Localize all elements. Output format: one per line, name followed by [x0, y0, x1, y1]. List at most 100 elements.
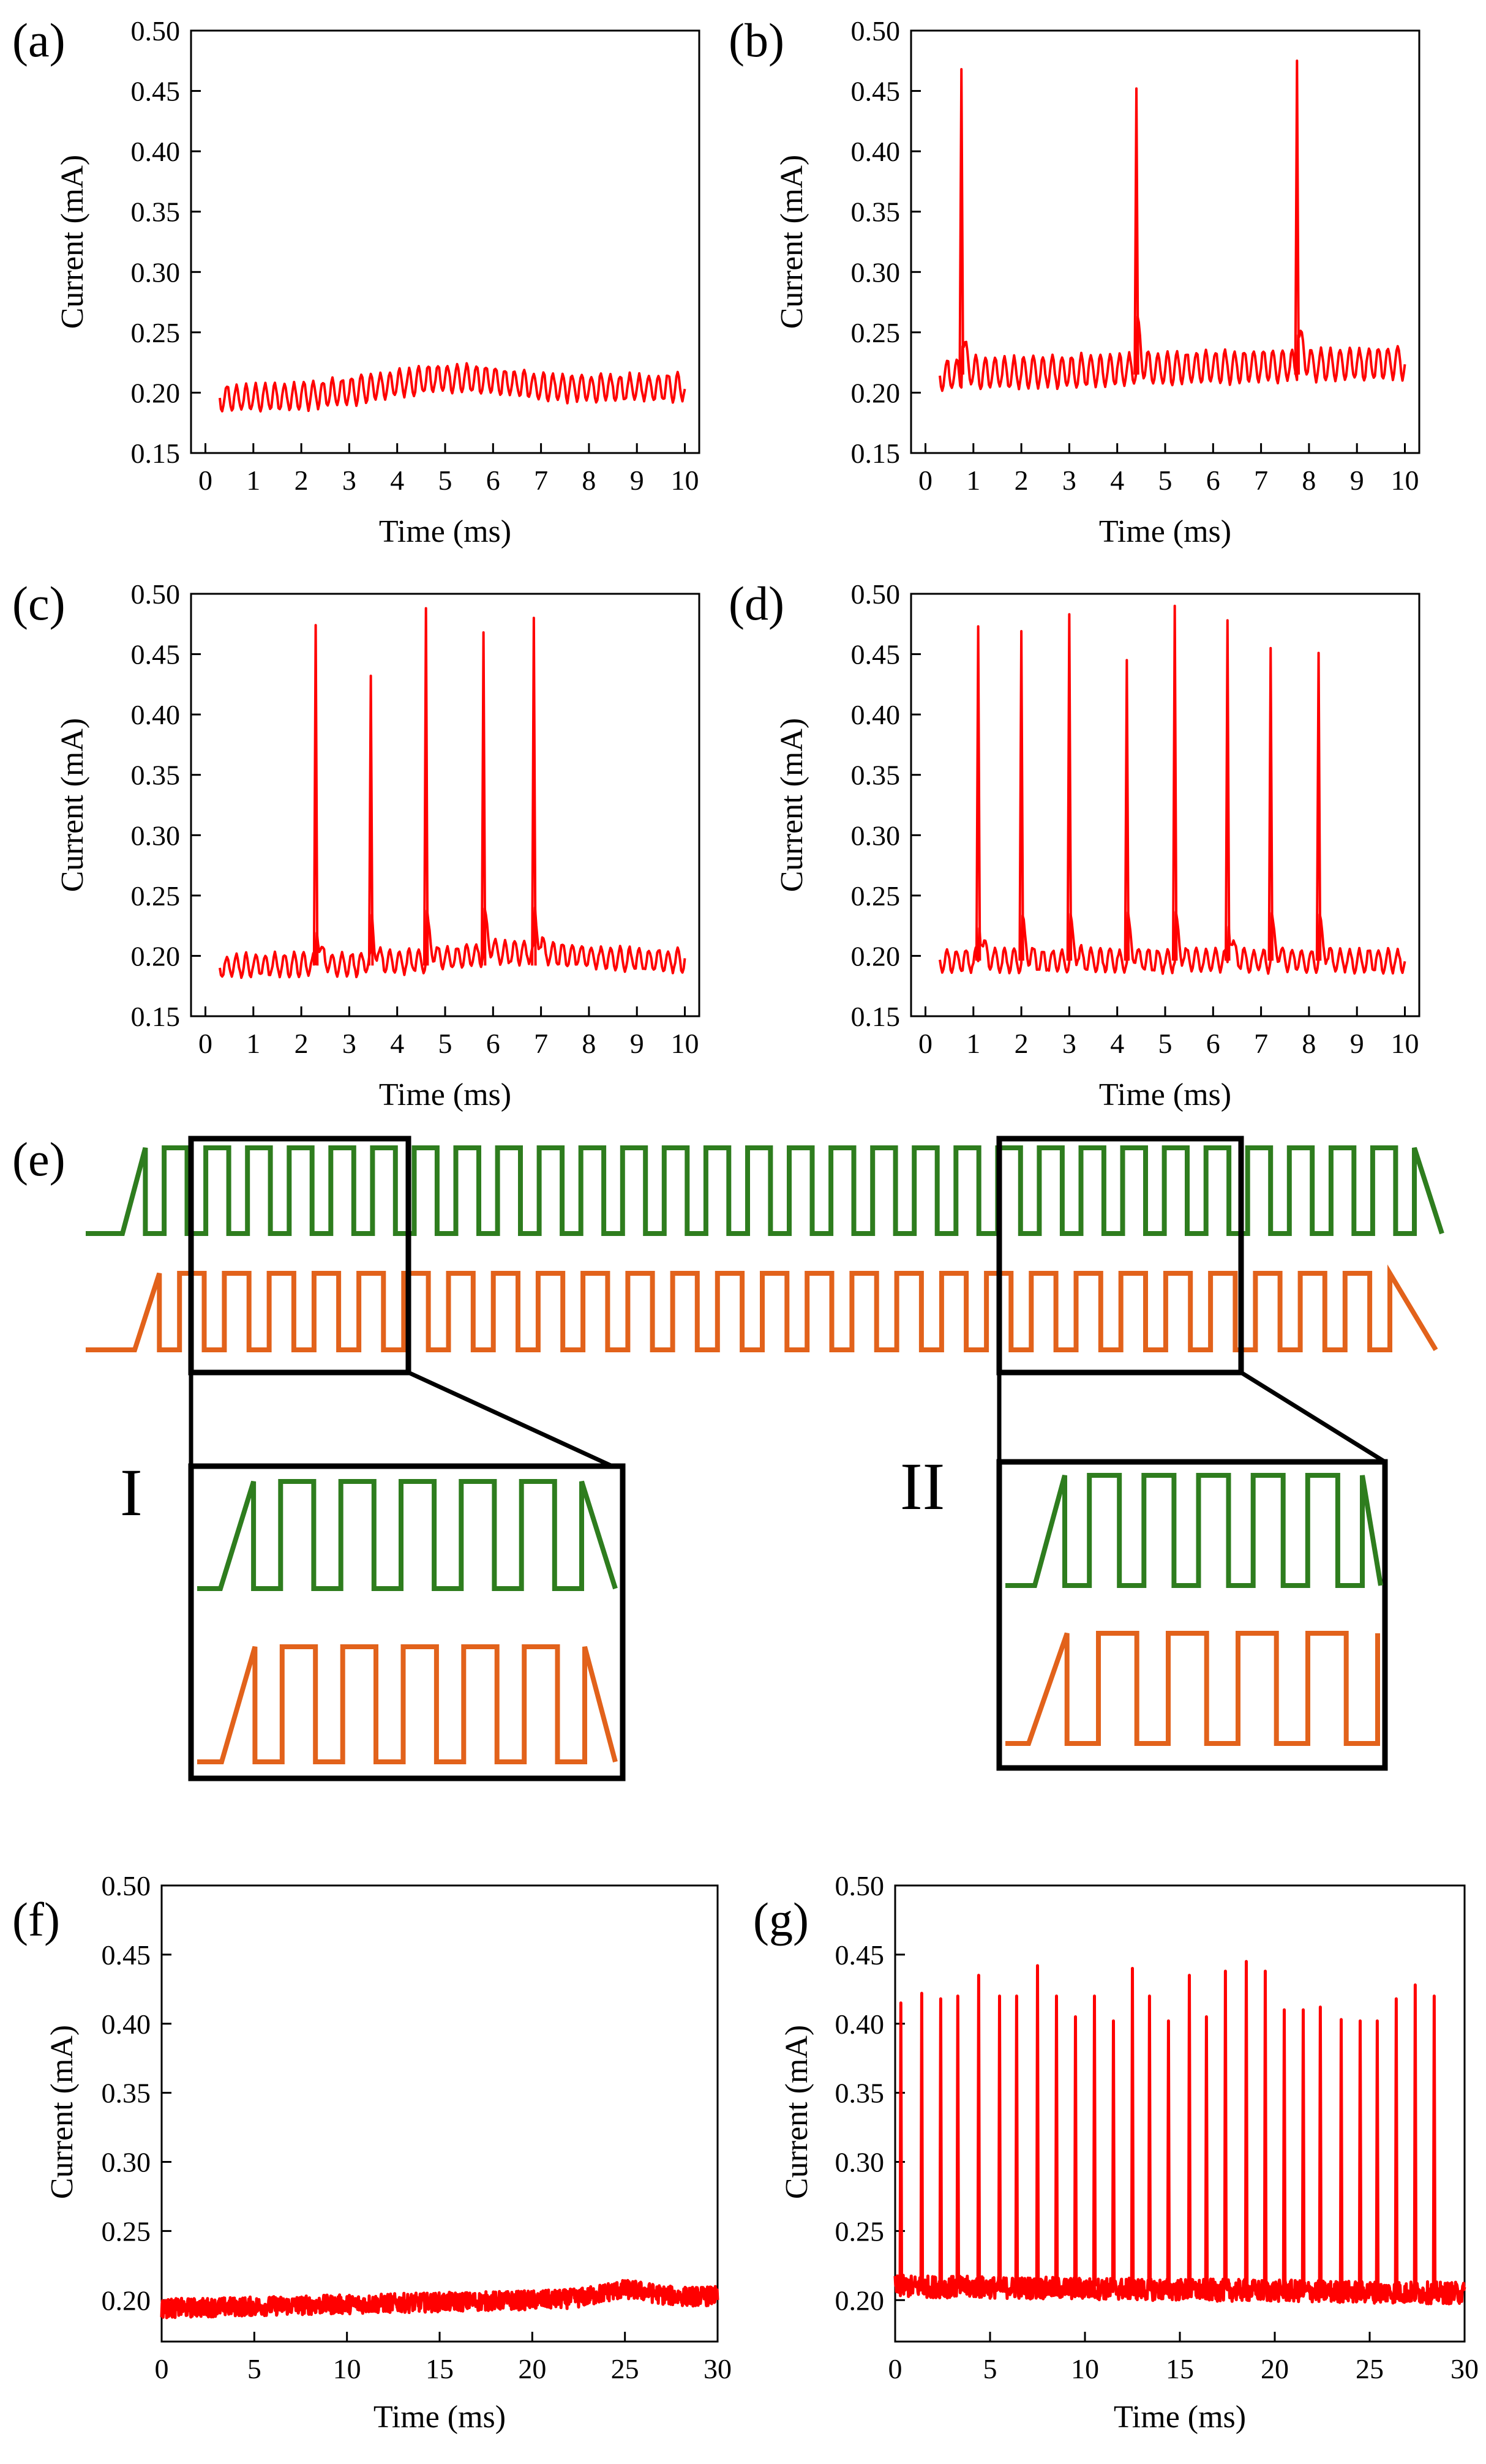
y-tick-label: 0.40: [131, 136, 181, 167]
trace-baseline: [219, 362, 686, 413]
y-tick-label: 0.20: [131, 377, 181, 408]
spike: [1413, 1983, 1418, 2286]
spike: [1204, 2015, 1209, 2286]
x-tick-label: 2: [295, 465, 309, 496]
x-tick-label: 20: [1261, 2353, 1289, 2384]
y-tick-label: 0.20: [131, 940, 181, 972]
spike: [997, 1994, 1002, 2286]
plot-area-c: 0 1 2 3 4 5 6 7 8 9 10 0.15 0.20 0.25 0.30 0.35 0.40 0.45…: [131, 579, 700, 1059]
x-tick-label: 7: [1254, 1028, 1268, 1059]
spike: [312, 624, 319, 966]
y-tick-label: 0.30: [102, 2147, 151, 2178]
trace-baseline: [893, 2274, 1466, 2305]
y-tick-label: 0.15: [851, 438, 901, 469]
x-tick-label: 1: [966, 1028, 980, 1059]
x-tick-label: 10: [1071, 2353, 1099, 2384]
y-tick-label: 0.50: [131, 579, 181, 610]
spike: [1300, 2008, 1306, 2286]
x-tick-label: 4: [1110, 1028, 1124, 1059]
x-tick-label: 3: [342, 465, 356, 496]
y-tick-label: 0.50: [131, 15, 181, 47]
y-tick-label: 0.50: [851, 579, 901, 610]
spike: [1035, 1964, 1040, 2286]
x-tick-label: 3: [1062, 1028, 1076, 1059]
ticks-a: 0 1 2 3 4 5 6 7 8 9 10 0.15 0.20 0.25 0.30 0.35 0.40 0.45…: [131, 15, 699, 496]
y-tick-label: 0.50: [102, 1870, 151, 1901]
y-tick-label: 0.40: [851, 699, 901, 730]
x-tick-label: 9: [1350, 465, 1364, 496]
x-tick-label: 15: [1166, 2353, 1194, 2384]
panel-label-d: (d): [729, 577, 784, 630]
spike: [1375, 2019, 1380, 2286]
plot-frame-b: [910, 29, 1420, 454]
y-tick-label: 0.20: [851, 377, 901, 408]
panel-label-f: (f): [12, 1893, 60, 1946]
spike: [1225, 619, 1231, 961]
x-tick-label: 7: [1254, 465, 1268, 496]
spike: [1054, 1994, 1059, 2286]
x-tick-label: 1: [966, 465, 980, 496]
x-tick-label: 3: [1062, 465, 1076, 496]
y-tick-label: 0.45: [102, 1939, 151, 1971]
spike: [1357, 2019, 1363, 2286]
x-tick-label: 0: [155, 2353, 169, 2384]
trace-baseline: [939, 315, 1406, 392]
panel-c: (c) 0 1 2 3 4 5 6 7 8 9 10 0.15 0.20 0.25 0.30 0.35 0.40…: [12, 577, 700, 1112]
y-tick-label: 0.30: [851, 257, 901, 288]
green-pulse-train: [86, 1145, 1444, 1236]
x-tick-label: 8: [1302, 1028, 1316, 1059]
x-tick-label: 0: [918, 465, 933, 496]
y-tick-label: 0.45: [851, 639, 901, 670]
plot-area-a: 0 1 2 3 4 5 6 7 8 9 10 0.15 0.20 0.25 0.30 0.35 0.40 0.45…: [131, 15, 700, 496]
spike: [1267, 646, 1274, 961]
y-tick-label: 0.35: [102, 2078, 151, 2109]
trace-baseline: [939, 910, 1406, 975]
spike: [531, 616, 537, 966]
marks-f: [160, 2279, 719, 2320]
y-tick-label: 0.50: [835, 1870, 885, 1901]
x-tick-label: 0: [888, 2353, 902, 2384]
y-tick-label: 0.40: [131, 699, 181, 730]
y-tick-label: 0.45: [131, 639, 181, 670]
y-tick-label: 0.25: [835, 2215, 885, 2247]
marks-a: [219, 362, 686, 413]
spike: [1133, 87, 1139, 375]
spike: [1130, 1966, 1135, 2286]
spike: [1018, 630, 1024, 961]
y-axis-label-f: Current (mA): [45, 2025, 80, 2199]
x-tick-label: 4: [390, 1028, 404, 1059]
y-tick-label: 0.20: [102, 2285, 151, 2316]
plot-area-f: 0 5 10 15 20 25 30 0.20 0.25 0.30 0.35 0.40 0.45 0.50: [102, 1870, 732, 2384]
spike: [1281, 2008, 1287, 2286]
x-tick-label: 8: [582, 1028, 596, 1059]
x-tick-label: 2: [1015, 1028, 1029, 1059]
spike: [422, 607, 429, 966]
y-tick-label: 0.40: [851, 136, 901, 167]
ticks-b: 0 1 2 3 4 5 6 7 8 9 10 0.15 0.20 0.25 0.30 0.35 0.40 0.45…: [851, 15, 1419, 496]
spike: [1223, 1969, 1228, 2286]
panel-f: (f) 0 5 10 15 20 25 30 0.20 0.25 0.30 0.35 0.40 0.45…: [12, 1870, 732, 2435]
y-axis-label-c: Current (mA): [55, 718, 90, 892]
y-tick-label: 0.45: [835, 1939, 885, 1971]
spike: [1263, 1969, 1268, 2286]
spike: [1092, 1994, 1097, 2286]
y-tick-label: 0.35: [851, 760, 901, 791]
panel-d: (d) 0 1 2 3 4 5 6 7 8 9 10 0.15 0.20 0.25 0.30 0.35 0.40…: [729, 577, 1420, 1112]
y-tick-label: 0.25: [131, 880, 181, 912]
x-tick-label: 10: [1391, 1028, 1419, 1059]
y-tick-label: 0.45: [131, 76, 181, 107]
x-tick-label: 5: [438, 465, 452, 496]
spike: [938, 1997, 944, 2286]
trace-baseline: [160, 2279, 719, 2320]
spike: [480, 631, 487, 966]
x-tick-label: 1: [246, 1028, 260, 1059]
spike: [1171, 604, 1178, 961]
y-tick-label: 0.30: [131, 257, 181, 288]
x-axis-label-c: Time (ms): [379, 1077, 511, 1112]
x-axis-label-a: Time (ms): [379, 514, 511, 549]
spike: [1166, 2019, 1171, 2286]
x-tick-label: 10: [671, 465, 699, 496]
x-tick-label: 9: [630, 465, 644, 496]
x-tick-label: 15: [426, 2353, 454, 2384]
panel-label-g: (g): [753, 1893, 809, 1946]
